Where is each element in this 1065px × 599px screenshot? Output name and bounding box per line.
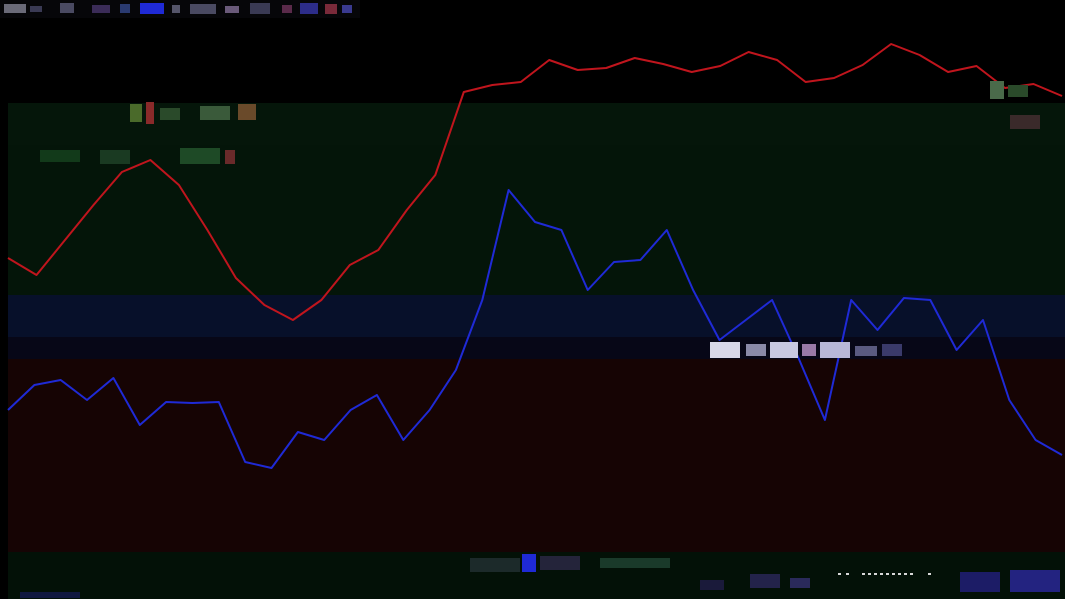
status-bar <box>0 552 1065 599</box>
toolbar-glitch-icons <box>4 3 352 14</box>
background-band <box>8 337 1065 359</box>
series-line-1 <box>7 43 1063 321</box>
glitch-marker <box>710 340 910 360</box>
series-line-2 <box>7 189 1063 469</box>
background-band <box>8 552 1065 599</box>
dotted-readout <box>838 573 931 575</box>
glitch-marker <box>40 146 270 168</box>
glitch-marker <box>130 100 270 128</box>
background-band <box>8 103 1065 145</box>
background-band <box>8 359 1065 552</box>
glitch-marker <box>990 75 1050 135</box>
statusbar-glitch-icons <box>20 554 1060 598</box>
top-toolbar[interactable] <box>0 0 360 18</box>
background-band <box>8 145 1065 295</box>
